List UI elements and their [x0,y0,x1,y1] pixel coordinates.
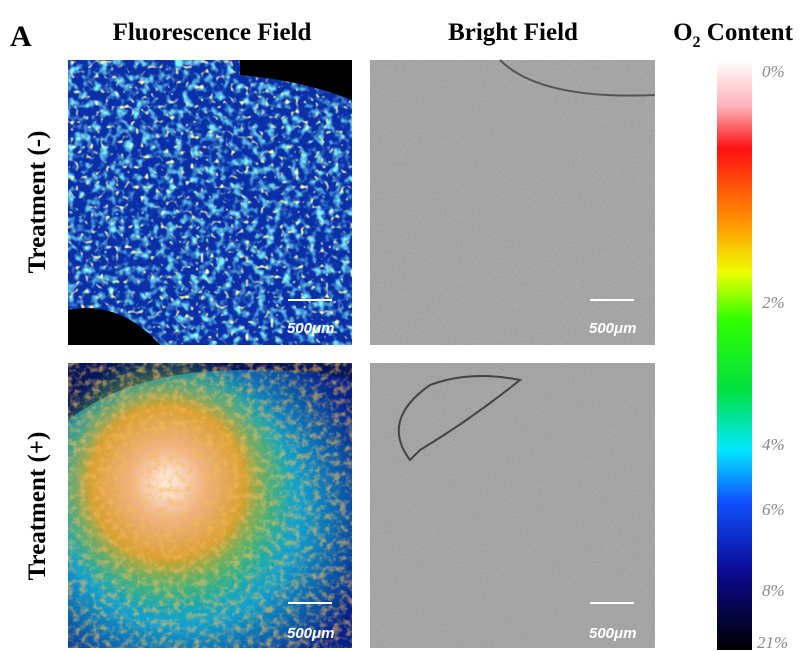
legend-title-subscript: 2 [693,34,701,51]
row-label: Treatment (-) [24,131,51,274]
column-header: Fluorescence Field [113,19,312,46]
color-bar-label: 4% [762,435,785,454]
color-bar-label: 6% [762,500,785,519]
bright-field-image: 500μm [370,363,655,648]
legend-title-main: O [673,19,692,46]
row-label: Treatment (+) [24,432,51,581]
panel-label: A [10,20,32,53]
scale-bar-label: 500μm [589,320,636,337]
color-bar-label: 0% [762,62,785,81]
color-bar-label: 21% [757,633,788,651]
figure: A Fluorescence Field Bright Field O2 Con… [0,0,810,651]
bright-field-image: 500μm [370,60,655,345]
color-bar [717,60,752,650]
fluorescence-image: 500μm [68,60,352,345]
column-header: Bright Field [448,19,578,46]
legend-title-rest: Content [701,19,794,46]
color-bar-label: 8% [762,581,785,600]
scale-bar-label: 500μm [287,320,334,337]
scale-bar-label: 500μm [589,625,636,642]
color-bar-label: 2% [762,293,785,312]
fluorescence-image: 500μm [68,363,352,648]
legend-title: O2 Content [673,19,793,51]
scale-bar-label: 500μm [287,625,334,642]
